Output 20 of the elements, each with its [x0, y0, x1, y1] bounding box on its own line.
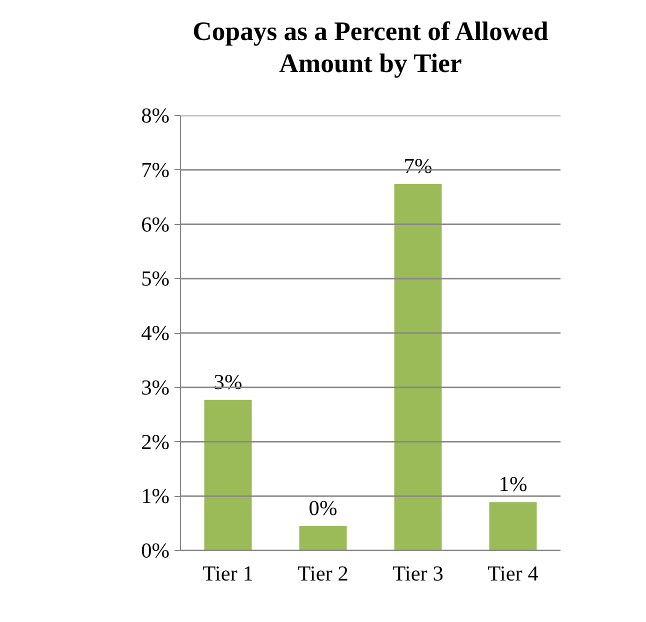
data-label: 0%	[308, 496, 338, 520]
bar	[394, 184, 442, 550]
bar	[204, 400, 252, 550]
y-tick-label: 5%	[141, 266, 170, 291]
chart-title: Copays as a Percent of Allowed Amount by Tier	[192, 15, 550, 79]
y-tick-label: 0%	[141, 538, 170, 562]
y-tick-label: 4%	[141, 321, 170, 345]
data-label: 1%	[498, 472, 528, 496]
bar	[299, 526, 347, 550]
y-tick-label: 1%	[141, 484, 170, 508]
y-tick-label: 8%	[141, 104, 170, 128]
x-tick-label: Tier 2	[298, 562, 348, 586]
y-tick-label: 2%	[141, 430, 170, 454]
y-tick-label: 3%	[141, 375, 170, 400]
x-tick-label: Tier 3	[392, 562, 444, 586]
bar	[489, 502, 537, 550]
x-tick-label: Tier 4	[488, 562, 539, 586]
x-tick-label: Tier 1	[202, 562, 254, 586]
y-tick-label: 6%	[141, 212, 170, 236]
y-tick-label: 7%	[141, 158, 170, 182]
